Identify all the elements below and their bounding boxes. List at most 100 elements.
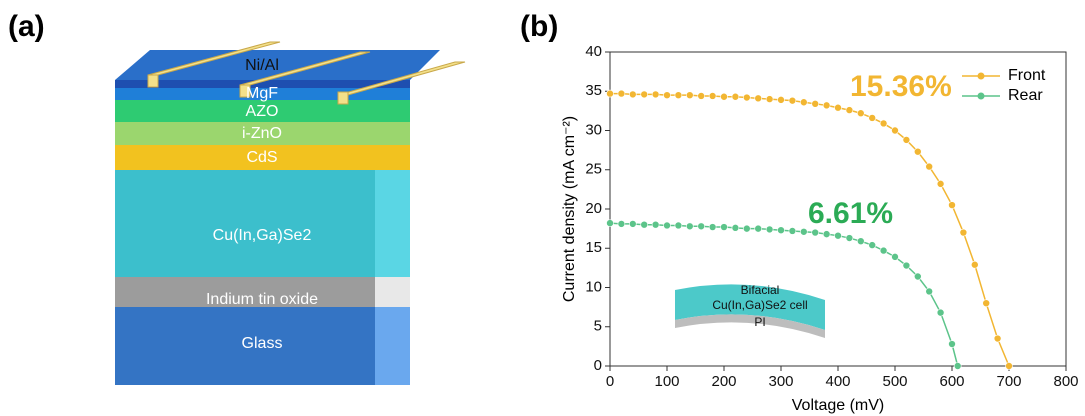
point [788, 96, 797, 105]
point [628, 90, 637, 99]
point [993, 334, 1002, 343]
legend-label: Front [1008, 67, 1046, 84]
y-tick-label: 20 [585, 200, 602, 217]
x-axis-label: Voltage (mV) [792, 397, 884, 414]
layer-stack [115, 41, 466, 385]
point [663, 91, 671, 99]
layer-label: i-ZnO [242, 125, 282, 142]
point [948, 340, 956, 348]
point [982, 299, 991, 308]
annotation: 6.61% [808, 197, 893, 230]
point [685, 222, 694, 231]
point [617, 220, 626, 228]
point [777, 96, 785, 104]
point [879, 119, 888, 128]
point [834, 103, 842, 112]
y-tick-label: 25 [585, 161, 602, 178]
y-tick-label: 30 [585, 121, 602, 138]
inset [675, 284, 825, 338]
legend-label: Rear [1008, 87, 1043, 104]
layer-label: AZO [246, 103, 279, 120]
point [685, 91, 694, 99]
y-tick-label: 35 [585, 82, 602, 99]
point [606, 89, 614, 98]
inset-label: Cu(In,Ga)Se2 cell [712, 298, 807, 312]
layer-label: CdS [246, 149, 277, 166]
point [811, 100, 820, 108]
point [845, 106, 854, 114]
point [913, 272, 922, 281]
point [651, 220, 660, 229]
y-tick-label: 5 [594, 318, 602, 335]
point [697, 92, 706, 100]
point [640, 90, 649, 99]
x-tick-label: 100 [654, 373, 679, 390]
x-tick-label: 200 [711, 373, 736, 390]
point [856, 109, 865, 118]
point [651, 90, 660, 99]
panel-label: (b) [520, 10, 558, 43]
point [856, 237, 865, 245]
point [663, 221, 671, 230]
point [902, 261, 911, 270]
point [617, 89, 626, 98]
layer-label: Glass [242, 335, 283, 352]
x-tick-label: 400 [825, 373, 850, 390]
point [754, 94, 763, 103]
y-tick-label: 40 [585, 43, 602, 60]
point [674, 91, 683, 99]
point [953, 362, 962, 370]
point [720, 92, 728, 101]
y-tick-label: 10 [585, 278, 602, 295]
point [708, 223, 717, 231]
point [731, 92, 740, 101]
point [765, 95, 774, 103]
point [925, 162, 934, 171]
point [936, 180, 945, 188]
point [879, 246, 888, 255]
point [1005, 362, 1013, 370]
point [936, 308, 945, 317]
point [606, 219, 614, 227]
y-tick-label: 15 [585, 239, 602, 256]
point [742, 93, 751, 102]
point [799, 98, 808, 107]
point [913, 147, 922, 156]
point [891, 126, 899, 135]
layer-label: Cu(In,Ga)Se2 [213, 227, 312, 244]
legend-marker [977, 72, 985, 80]
point [754, 224, 763, 233]
x-tick-label: 500 [882, 373, 907, 390]
point [834, 231, 842, 240]
legend-marker [977, 92, 985, 100]
point [868, 241, 877, 249]
point [822, 230, 831, 238]
annotation: 15.36% [850, 70, 952, 103]
point [777, 226, 785, 234]
inset-label: Bifacial [741, 283, 780, 297]
point [970, 260, 979, 269]
point [628, 220, 637, 228]
point [811, 228, 820, 237]
point [708, 92, 717, 100]
layer-label: Indium tin oxide [206, 291, 318, 308]
x-tick-label: 0 [606, 373, 614, 390]
point [765, 225, 774, 234]
point [720, 223, 728, 231]
x-tick-label: 300 [768, 373, 793, 390]
layer-label: Ni/Al [245, 57, 279, 74]
y-tick-label: 0 [594, 357, 602, 374]
point [742, 224, 751, 233]
x-tick-label: 600 [939, 373, 964, 390]
x-tick-label: 700 [996, 373, 1021, 390]
panel-label: (a) [8, 10, 45, 43]
point [822, 101, 831, 110]
point [868, 114, 877, 122]
point [959, 228, 968, 237]
point [697, 222, 706, 231]
point [902, 136, 911, 144]
point [891, 253, 899, 261]
point [845, 234, 854, 242]
x-tick-label: 800 [1053, 373, 1078, 390]
